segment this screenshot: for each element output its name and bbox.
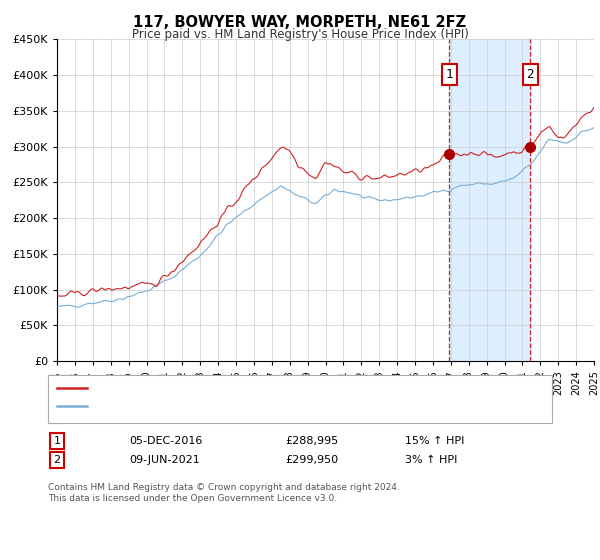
Text: 05-DEC-2016: 05-DEC-2016	[129, 436, 202, 446]
Text: £299,950: £299,950	[285, 455, 338, 465]
Text: 09-JUN-2021: 09-JUN-2021	[129, 455, 200, 465]
Text: 117, BOWYER WAY, MORPETH, NE61 2FZ: 117, BOWYER WAY, MORPETH, NE61 2FZ	[133, 15, 467, 30]
Text: Price paid vs. HM Land Registry's House Price Index (HPI): Price paid vs. HM Land Registry's House …	[131, 28, 469, 41]
Text: 1: 1	[53, 436, 61, 446]
Text: Contains HM Land Registry data © Crown copyright and database right 2024.: Contains HM Land Registry data © Crown c…	[48, 483, 400, 492]
Text: This data is licensed under the Open Government Licence v3.0.: This data is licensed under the Open Gov…	[48, 494, 337, 503]
Text: 2: 2	[527, 68, 534, 81]
Text: 2: 2	[53, 455, 61, 465]
Bar	[449, 39, 530, 361]
Text: 3% ↑ HPI: 3% ↑ HPI	[405, 455, 457, 465]
Text: £288,995: £288,995	[285, 436, 338, 446]
Text: 117, BOWYER WAY, MORPETH, NE61 2FZ (detached house): 117, BOWYER WAY, MORPETH, NE61 2FZ (deta…	[93, 382, 400, 393]
Text: HPI: Average price, detached house, Northumberland: HPI: Average price, detached house, Nort…	[93, 401, 372, 411]
Text: 1: 1	[446, 68, 453, 81]
Text: 15% ↑ HPI: 15% ↑ HPI	[405, 436, 464, 446]
